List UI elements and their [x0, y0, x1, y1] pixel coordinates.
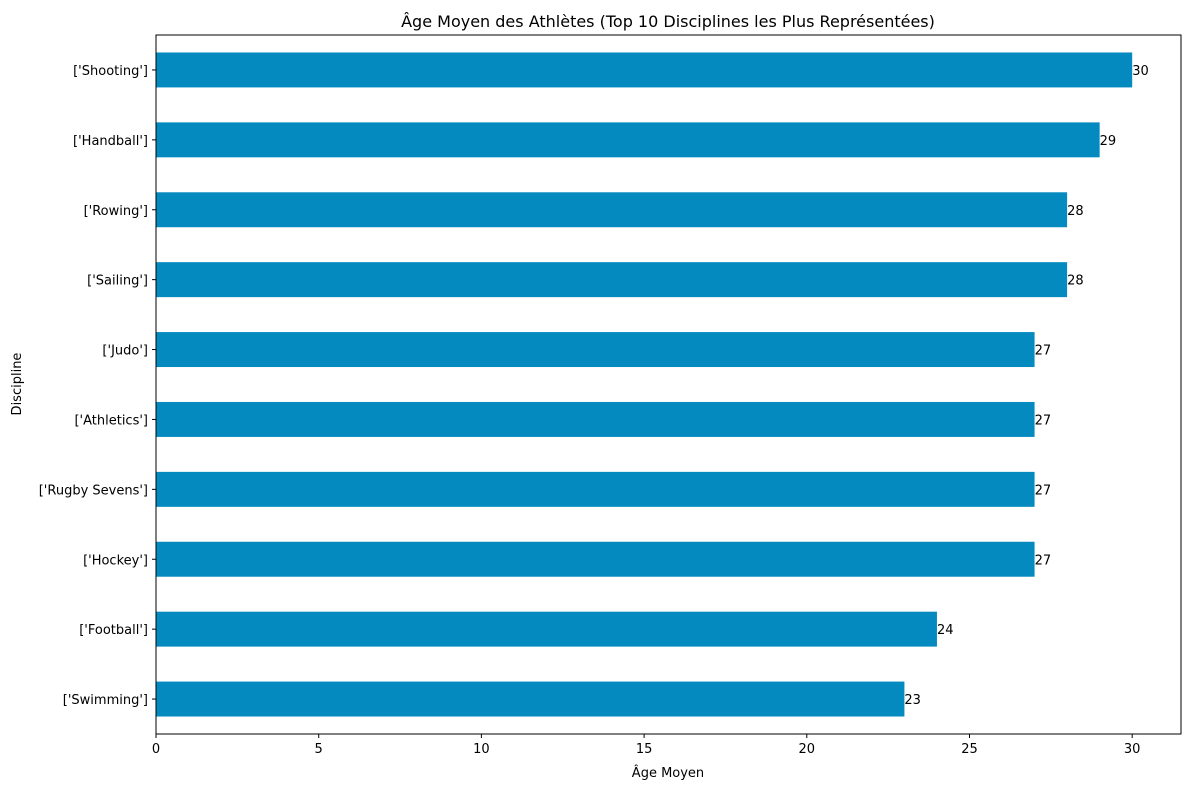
bar [156, 192, 1068, 228]
bar [156, 401, 1035, 437]
bar-value-label: 27 [1035, 344, 1052, 359]
chart-title: Âge Moyen des Athlètes (Top 10 Disciplin… [401, 12, 935, 31]
bar-value-label: 29 [1100, 134, 1117, 149]
bar-value-label: 28 [1067, 204, 1084, 219]
x-tick-label: 20 [799, 742, 816, 757]
x-tick-label: 0 [152, 742, 160, 757]
bars-group [156, 52, 1133, 717]
bar [156, 611, 937, 647]
y-tick-label: ['Shooting'] [73, 64, 148, 79]
y-tick-label: ['Athletics'] [74, 413, 148, 428]
y-tick-label: ['Hockey'] [83, 553, 148, 568]
y-tick-label: ['Judo'] [102, 344, 148, 359]
bar-value-label: 27 [1035, 483, 1052, 498]
y-tick-label: ['Rugby Sevens'] [39, 483, 148, 498]
bar-value-label: 30 [1132, 64, 1149, 79]
bar-value-label: 23 [904, 693, 921, 708]
y-axis: ['Shooting'] ['Handball'] ['Rowing'] ['Sail… [39, 64, 156, 708]
x-tick-label: 30 [1124, 742, 1141, 757]
bar-value-label: 27 [1035, 553, 1052, 568]
bar-value-label: 24 [937, 623, 954, 638]
bar [156, 471, 1035, 507]
bar [156, 681, 905, 717]
bar [156, 52, 1133, 88]
bar-value-label: 28 [1067, 274, 1084, 289]
plot-frame [155, 34, 1182, 735]
y-tick-label: ['Football'] [79, 623, 148, 638]
bar [156, 541, 1035, 577]
bar-value-label: 27 [1035, 413, 1052, 428]
y-axis-label: Discipline [10, 353, 25, 416]
x-tick-label: 5 [315, 742, 323, 757]
x-axis-label: Âge Moyen [632, 765, 704, 781]
x-tick-label: 15 [636, 742, 653, 757]
bar [156, 262, 1068, 298]
y-tick-label: ['Rowing'] [84, 204, 148, 219]
bar [156, 332, 1035, 368]
y-tick-label: ['Sailing'] [87, 274, 148, 289]
y-tick-label: ['Swimming'] [63, 693, 148, 708]
x-axis: 0 5 10 15 20 25 30 [152, 734, 1141, 757]
y-tick-label: ['Handball'] [73, 134, 148, 149]
bar [156, 122, 1100, 158]
value-labels-group: 30 29 28 28 27 27 27 27 24 23 [904, 64, 1148, 708]
x-tick-label: 25 [961, 742, 978, 757]
x-tick-label: 10 [473, 742, 490, 757]
